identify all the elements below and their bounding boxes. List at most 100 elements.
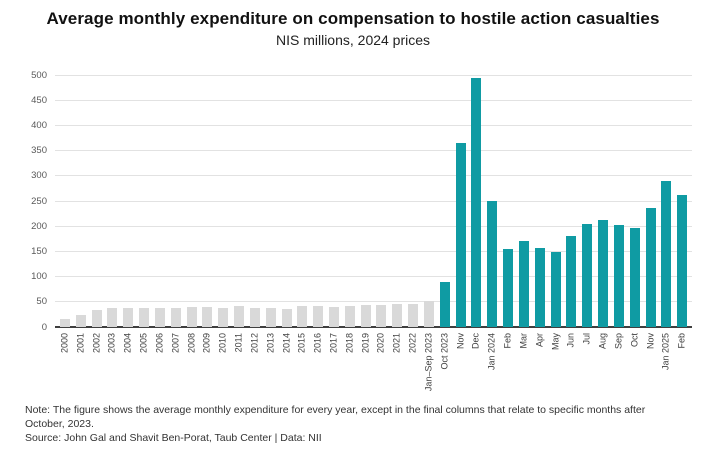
bar-slot	[674, 75, 690, 327]
x-label-slot: 2010	[215, 331, 231, 403]
bar-slot	[120, 75, 136, 327]
gridline-450	[55, 99, 692, 101]
x-axis-tick-label: 2016	[312, 333, 323, 354]
bar-apr	[534, 248, 545, 327]
bar-jan–sep-2023	[423, 300, 434, 327]
x-axis-tick-label: Mar	[518, 333, 529, 349]
bar-slot	[247, 75, 263, 327]
bar-slot	[437, 75, 453, 327]
bar-slot	[579, 75, 595, 327]
bar-slot	[484, 75, 500, 327]
x-label-slot: 2016	[310, 331, 326, 403]
bar-2005	[139, 307, 150, 327]
x-label-slot: 2013	[263, 331, 279, 403]
bar-2020	[376, 304, 387, 327]
x-label-slot: 2014	[279, 331, 295, 403]
x-axis-tick-labels: 2000 2001 2002 2003 2004 2005 2006 2007 2008 2009…	[55, 331, 692, 403]
bar-oct	[629, 228, 640, 327]
plot-area	[55, 74, 692, 328]
x-label-slot: Aug	[595, 331, 611, 403]
bar-slot	[89, 75, 105, 327]
x-label-slot: Sep	[611, 331, 627, 403]
x-label-slot: 2007	[168, 331, 184, 403]
gridline-350	[55, 150, 692, 152]
bar-mar	[518, 241, 529, 327]
bar-slot	[263, 75, 279, 327]
y-axis-tick-label: 350	[31, 145, 47, 157]
bar-slot	[326, 75, 342, 327]
x-label-slot: 2001	[73, 331, 89, 403]
x-axis-tick-label: 2014	[281, 333, 291, 354]
y-axis-tick-label: 200	[31, 220, 47, 232]
x-axis-tick-label: Oct	[629, 333, 640, 348]
bar-slot	[595, 75, 611, 327]
gridline-150	[55, 250, 692, 252]
bar-slot	[231, 75, 247, 327]
bar-slot	[184, 75, 200, 327]
x-axis-tick-label: 2018	[344, 333, 355, 354]
x-axis-tick-label: 2019	[360, 333, 371, 354]
bar-slot	[215, 75, 231, 327]
bar-2011	[234, 305, 245, 327]
note-text: Note: The figure shows the average month…	[25, 404, 646, 430]
x-label-slot: Nov	[643, 331, 659, 403]
y-axis-tick-label: 500	[31, 69, 47, 81]
bar-2009	[202, 306, 213, 327]
x-axis-tick-label: 2003	[106, 333, 117, 354]
bar-slot	[611, 75, 627, 327]
bar-2019	[360, 304, 371, 327]
bar-2010	[218, 307, 229, 327]
x-axis-tick-label: Aug	[597, 333, 608, 350]
bar-2016	[313, 305, 324, 327]
x-label-slot: Feb	[500, 331, 516, 403]
bar-sep	[613, 225, 624, 327]
x-axis-tick-label: Jan 2024	[486, 333, 497, 371]
x-label-slot: 2015	[294, 331, 310, 403]
bar-slot	[627, 75, 643, 327]
x-axis-tick-label: 2020	[375, 333, 386, 354]
x-axis-tick-label: 2004	[122, 333, 133, 354]
bar-slot	[469, 75, 485, 327]
x-label-slot: Dec	[469, 331, 485, 403]
bar-slot	[310, 75, 326, 327]
x-label-slot: 2004	[120, 331, 136, 403]
x-axis-tick-label: Jan–Sep 2023	[423, 333, 434, 392]
bar-slot	[516, 75, 532, 327]
bar-slot	[564, 75, 580, 327]
y-axis-tick-label: 250	[31, 195, 47, 207]
bar-2002	[91, 310, 102, 327]
gridline-300	[55, 175, 692, 177]
gridline-100	[55, 276, 692, 278]
page-subtitle: NIS millions, 2024 prices	[275, 32, 431, 48]
bar-slot	[152, 75, 168, 327]
x-axis-tick-label: Apr	[534, 333, 545, 348]
bar-nov	[455, 143, 466, 327]
gridline-50	[55, 301, 692, 303]
x-label-slot: 2000	[57, 331, 73, 403]
x-label-slot: Feb	[674, 331, 690, 403]
x-axis-tick-label: Nov	[455, 333, 466, 350]
x-label-slot: Oct 2023	[437, 331, 453, 403]
bar-slot	[658, 75, 674, 327]
x-axis-tick-label: 2000	[59, 333, 70, 354]
x-label-slot: 2022	[405, 331, 421, 403]
y-axis-tick-label: 100	[31, 271, 47, 283]
bar-2001	[75, 315, 86, 327]
bar-slot	[136, 75, 152, 327]
bar-slot	[294, 75, 310, 327]
bar-slot	[548, 75, 564, 327]
bar-2013	[265, 308, 276, 327]
x-axis-tick-label: 2008	[186, 333, 197, 354]
x-axis-tick-label: 2010	[217, 333, 228, 354]
bar-slot	[279, 75, 295, 327]
bar-slot	[500, 75, 516, 327]
bar-2022	[408, 304, 419, 327]
bar-slot	[358, 75, 374, 327]
x-label-slot: Jan 2025	[658, 331, 674, 403]
x-axis-tick-label: 2011	[233, 333, 244, 353]
x-label-slot: 2005	[136, 331, 152, 403]
x-axis-tick-label: 2006	[154, 333, 165, 354]
bar-aug	[598, 219, 609, 327]
x-axis-tick-label: May	[550, 333, 561, 351]
